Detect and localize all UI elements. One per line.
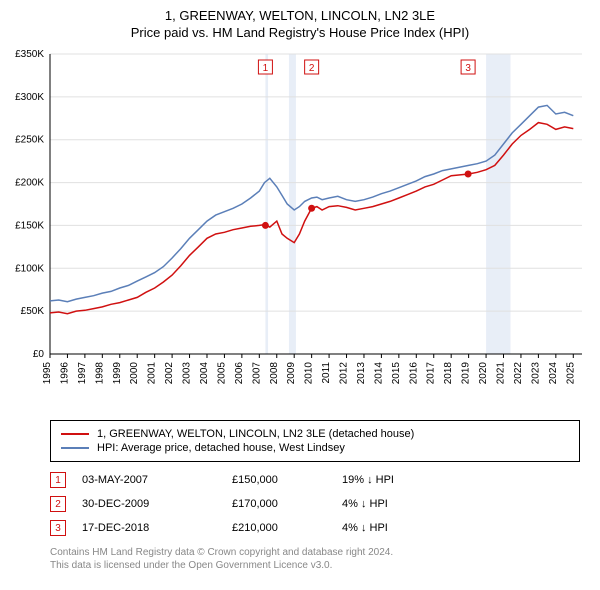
- svg-text:2007: 2007: [251, 362, 262, 385]
- marker-badge: 3: [50, 520, 66, 536]
- svg-text:2022: 2022: [513, 362, 524, 385]
- legend-item: HPI: Average price, detached house, West…: [61, 441, 569, 455]
- svg-text:2024: 2024: [548, 362, 559, 385]
- svg-text:2003: 2003: [182, 362, 193, 385]
- title-line2: Price paid vs. HM Land Registry's House …: [0, 25, 600, 40]
- svg-text:2010: 2010: [304, 362, 315, 385]
- marker-delta: 4% ↓ HPI: [342, 522, 482, 534]
- marker-delta: 19% ↓ HPI: [342, 474, 482, 486]
- attribution-line1: Contains HM Land Registry data © Crown c…: [50, 546, 580, 559]
- svg-text:1998: 1998: [94, 362, 105, 385]
- svg-text:£50K: £50K: [21, 306, 45, 317]
- svg-text:2020: 2020: [478, 362, 489, 385]
- marker-delta: 4% ↓ HPI: [342, 498, 482, 510]
- svg-text:2012: 2012: [339, 362, 350, 385]
- legend-color-swatch: [61, 433, 89, 435]
- marker-price: £210,000: [232, 522, 342, 534]
- svg-text:£100K: £100K: [15, 263, 44, 274]
- svg-text:£0: £0: [33, 349, 45, 360]
- marker-price: £170,000: [232, 498, 342, 510]
- svg-text:2008: 2008: [269, 362, 280, 385]
- svg-text:2016: 2016: [408, 362, 419, 385]
- marker-date: 30-DEC-2009: [82, 498, 232, 510]
- legend-item: 1, GREENWAY, WELTON, LINCOLN, LN2 3LE (d…: [61, 427, 569, 441]
- attribution-line2: This data is licensed under the Open Gov…: [50, 559, 580, 572]
- svg-text:2017: 2017: [426, 362, 437, 385]
- svg-text:2018: 2018: [443, 362, 454, 385]
- svg-text:2023: 2023: [530, 362, 541, 385]
- marker-date: 03-MAY-2007: [82, 474, 232, 486]
- svg-text:2000: 2000: [129, 362, 140, 385]
- attribution-text: Contains HM Land Registry data © Crown c…: [50, 546, 580, 572]
- markers-table: 1 03-MAY-2007£150,00019% ↓ HPI 2 30-DEC-200…: [50, 468, 580, 540]
- svg-text:2002: 2002: [164, 362, 175, 385]
- svg-text:1999: 1999: [112, 362, 123, 385]
- svg-text:£150K: £150K: [15, 220, 44, 231]
- svg-text:2005: 2005: [216, 362, 227, 385]
- svg-text:1: 1: [263, 63, 269, 74]
- svg-text:£300K: £300K: [15, 92, 44, 103]
- svg-text:1996: 1996: [59, 362, 70, 385]
- marker-row: 3 17-DEC-2018£210,0004% ↓ HPI: [50, 516, 580, 540]
- svg-text:1997: 1997: [77, 362, 88, 385]
- svg-text:2001: 2001: [147, 362, 158, 385]
- marker-row: 2 30-DEC-2009£170,0004% ↓ HPI: [50, 492, 580, 516]
- svg-text:£200K: £200K: [15, 178, 44, 189]
- svg-text:2: 2: [309, 63, 315, 74]
- svg-text:1995: 1995: [42, 362, 53, 385]
- price-chart: £0 £50K £100K £150K £200K £250K £300K £350K 1995…: [0, 44, 600, 414]
- marker-price: £150,000: [232, 474, 342, 486]
- svg-text:2021: 2021: [496, 362, 507, 385]
- svg-text:2004: 2004: [199, 362, 210, 385]
- svg-text:2019: 2019: [461, 362, 472, 385]
- marker-row: 1 03-MAY-2007£150,00019% ↓ HPI: [50, 468, 580, 492]
- svg-text:2013: 2013: [356, 362, 367, 385]
- svg-text:3: 3: [465, 63, 471, 74]
- marker-badge: 1: [50, 472, 66, 488]
- chart-titles: 1, GREENWAY, WELTON, LINCOLN, LN2 3LE Pr…: [0, 0, 600, 44]
- svg-text:2014: 2014: [373, 362, 384, 385]
- svg-text:2009: 2009: [286, 362, 297, 385]
- title-line1: 1, GREENWAY, WELTON, LINCOLN, LN2 3LE: [0, 8, 600, 23]
- chart-legend: 1, GREENWAY, WELTON, LINCOLN, LN2 3LE (d…: [50, 420, 580, 462]
- legend-label: 1, GREENWAY, WELTON, LINCOLN, LN2 3LE (d…: [97, 428, 414, 440]
- marker-date: 17-DEC-2018: [82, 522, 232, 534]
- svg-text:2006: 2006: [234, 362, 245, 385]
- svg-text:2011: 2011: [321, 362, 332, 384]
- svg-text:2025: 2025: [565, 362, 576, 385]
- legend-color-swatch: [61, 447, 89, 449]
- svg-text:£250K: £250K: [15, 135, 44, 146]
- marker-badge: 2: [50, 496, 66, 512]
- legend-label: HPI: Average price, detached house, West…: [97, 442, 345, 454]
- svg-text:2015: 2015: [391, 362, 402, 385]
- svg-text:£350K: £350K: [15, 49, 44, 60]
